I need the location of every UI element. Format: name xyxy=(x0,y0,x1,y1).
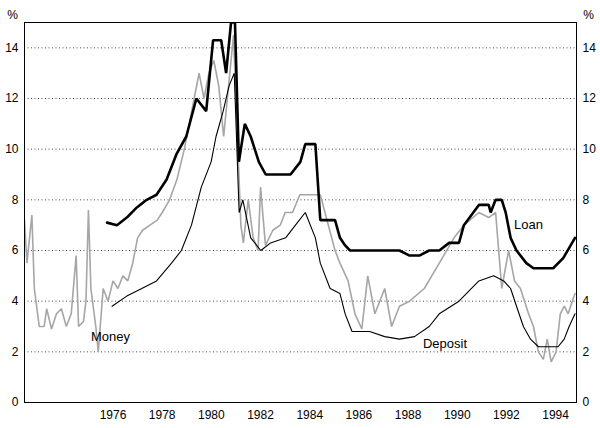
svg-text:1978: 1978 xyxy=(149,408,176,422)
svg-text:Loan: Loan xyxy=(514,217,543,232)
svg-text:1980: 1980 xyxy=(198,408,225,422)
svg-text:8: 8 xyxy=(583,193,590,207)
svg-text:14: 14 xyxy=(583,41,597,55)
svg-text:0: 0 xyxy=(583,395,590,409)
svg-text:2: 2 xyxy=(583,345,590,359)
svg-text:1990: 1990 xyxy=(444,408,471,422)
svg-text:Deposit: Deposit xyxy=(423,336,467,351)
svg-text:6: 6 xyxy=(12,243,19,257)
svg-text:6: 6 xyxy=(583,243,590,257)
svg-text:1994: 1994 xyxy=(542,408,569,422)
svg-text:4: 4 xyxy=(12,294,19,308)
svg-text:%: % xyxy=(7,8,18,22)
svg-text:12: 12 xyxy=(5,91,19,105)
svg-text:Money: Money xyxy=(91,329,131,344)
svg-text:1976: 1976 xyxy=(100,408,127,422)
svg-text:14: 14 xyxy=(5,41,19,55)
svg-text:10: 10 xyxy=(5,142,19,156)
svg-text:8: 8 xyxy=(12,193,19,207)
svg-text:2: 2 xyxy=(12,345,19,359)
svg-text:1986: 1986 xyxy=(346,408,373,422)
svg-text:1984: 1984 xyxy=(296,408,323,422)
svg-text:1992: 1992 xyxy=(493,408,520,422)
svg-text:%: % xyxy=(583,8,594,22)
svg-text:10: 10 xyxy=(583,142,597,156)
svg-text:4: 4 xyxy=(583,294,590,308)
svg-text:1982: 1982 xyxy=(247,408,274,422)
svg-text:12: 12 xyxy=(583,91,597,105)
svg-text:0: 0 xyxy=(12,395,19,409)
svg-text:1988: 1988 xyxy=(395,408,422,422)
